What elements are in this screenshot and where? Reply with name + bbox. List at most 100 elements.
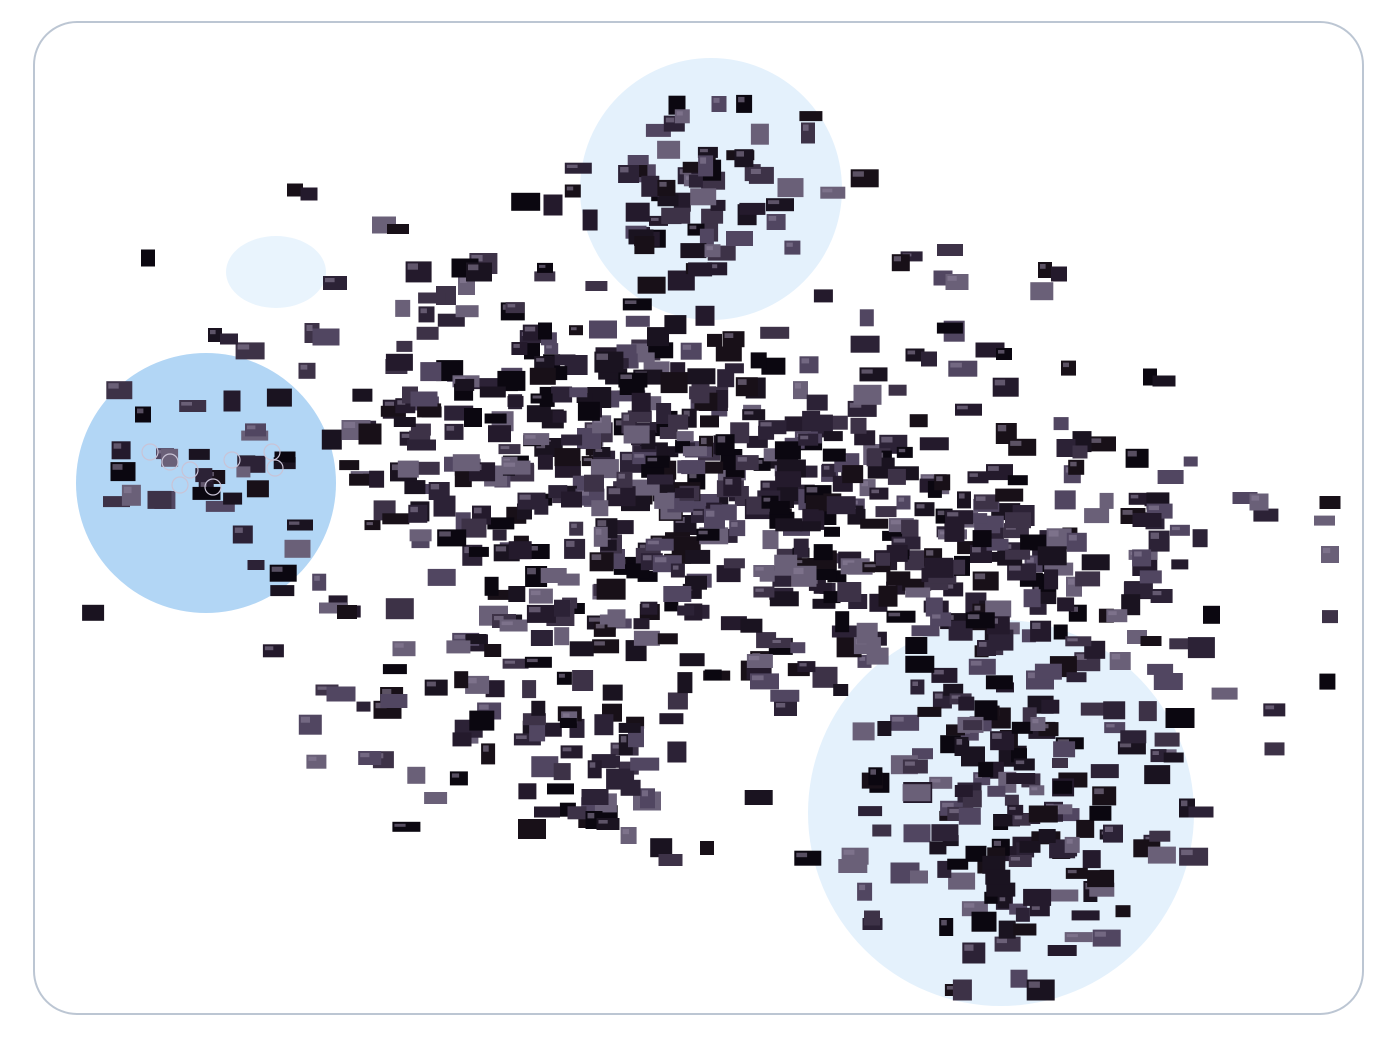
image-thumbnail[interactable] <box>617 390 646 402</box>
image-thumbnail[interactable] <box>382 664 407 675</box>
firework-thumbnail[interactable] <box>161 453 179 471</box>
image-thumbnail[interactable] <box>452 732 472 747</box>
image-thumbnail[interactable] <box>723 476 742 496</box>
image-thumbnail[interactable] <box>682 446 707 457</box>
image-thumbnail[interactable] <box>641 175 660 197</box>
image-thumbnail[interactable] <box>1090 764 1119 779</box>
image-thumbnail[interactable] <box>736 94 753 113</box>
image-thumbnail[interactable] <box>407 766 426 784</box>
image-thumbnail[interactable] <box>526 405 551 423</box>
image-thumbnail[interactable] <box>637 276 666 294</box>
image-thumbnail[interactable] <box>946 724 965 736</box>
image-thumbnail[interactable] <box>973 494 998 510</box>
image-thumbnail[interactable] <box>670 563 685 578</box>
image-thumbnail[interactable] <box>813 289 833 303</box>
image-thumbnail[interactable] <box>287 519 313 531</box>
image-thumbnail[interactable] <box>1071 910 1100 921</box>
image-thumbnail[interactable] <box>912 748 933 760</box>
image-thumbnail[interactable] <box>856 622 878 644</box>
image-thumbnail[interactable] <box>424 679 448 696</box>
image-thumbnail[interactable] <box>775 518 803 532</box>
firework-thumbnail[interactable] <box>204 478 222 496</box>
image-thumbnail[interactable] <box>1008 855 1032 867</box>
image-thumbnail[interactable] <box>1065 636 1092 647</box>
image-thumbnail[interactable] <box>407 439 436 451</box>
image-thumbnail[interactable] <box>967 471 989 484</box>
image-thumbnail[interactable] <box>111 441 131 460</box>
image-thumbnail[interactable] <box>691 382 710 404</box>
image-thumbnail[interactable] <box>850 417 867 434</box>
image-thumbnail[interactable] <box>958 696 975 711</box>
image-thumbnail[interactable] <box>1152 375 1176 387</box>
image-thumbnail[interactable] <box>841 847 869 865</box>
image-thumbnail[interactable] <box>820 186 846 199</box>
image-thumbnail[interactable] <box>622 298 652 311</box>
image-thumbnail[interactable] <box>625 202 650 222</box>
image-thumbnail[interactable] <box>428 482 450 500</box>
image-thumbnail[interactable] <box>1103 824 1123 843</box>
image-thumbnail[interactable] <box>774 441 801 460</box>
image-thumbnail[interactable] <box>664 315 687 335</box>
image-thumbnail[interactable] <box>505 302 525 314</box>
image-thumbnail[interactable] <box>824 526 840 537</box>
image-thumbnail[interactable] <box>1183 456 1198 467</box>
image-thumbnail[interactable] <box>537 454 553 470</box>
image-thumbnail[interactable] <box>649 215 668 226</box>
image-thumbnail[interactable] <box>1023 888 1052 906</box>
image-thumbnail[interactable] <box>633 618 650 630</box>
image-thumbnail[interactable] <box>654 492 675 509</box>
image-thumbnail[interactable] <box>103 496 130 508</box>
image-thumbnail[interactable] <box>620 827 637 844</box>
image-thumbnail[interactable] <box>698 155 714 177</box>
image-thumbnail[interactable] <box>530 630 553 646</box>
image-thumbnail[interactable] <box>488 425 511 443</box>
image-thumbnail[interactable] <box>753 586 775 598</box>
image-thumbnail[interactable] <box>618 372 648 388</box>
image-thumbnail[interactable] <box>1092 786 1117 806</box>
image-thumbnail[interactable] <box>517 492 546 510</box>
image-thumbnail[interactable] <box>704 669 722 681</box>
image-thumbnail[interactable] <box>775 471 802 488</box>
image-thumbnail[interactable] <box>1075 571 1101 587</box>
image-thumbnail[interactable] <box>677 672 693 694</box>
image-thumbnail[interactable] <box>522 713 546 726</box>
image-thumbnail[interactable] <box>910 679 925 695</box>
image-thumbnail[interactable] <box>1061 360 1076 376</box>
image-thumbnail[interactable] <box>987 785 1006 797</box>
image-thumbnail[interactable] <box>812 598 836 609</box>
image-thumbnail[interactable] <box>826 496 856 515</box>
image-thumbnail[interactable] <box>1322 610 1338 624</box>
image-thumbnail[interactable] <box>876 552 890 566</box>
image-thumbnail[interactable] <box>471 378 501 390</box>
image-thumbnail[interactable] <box>645 455 670 468</box>
image-thumbnail[interactable] <box>590 459 619 479</box>
image-thumbnail[interactable] <box>592 639 620 654</box>
image-thumbnail[interactable] <box>1008 438 1037 456</box>
image-thumbnail[interactable] <box>965 612 995 629</box>
image-thumbnail[interactable] <box>1046 528 1072 550</box>
image-thumbnail[interactable] <box>945 510 974 525</box>
firework-thumbnail[interactable] <box>223 451 241 469</box>
image-thumbnail[interactable] <box>1149 830 1171 842</box>
image-thumbnail[interactable] <box>850 335 880 353</box>
image-thumbnail[interactable] <box>1044 569 1059 590</box>
image-thumbnail[interactable] <box>631 392 651 412</box>
image-thumbnail[interactable] <box>911 625 940 637</box>
image-thumbnail[interactable] <box>875 506 897 518</box>
image-thumbnail[interactable] <box>833 684 849 696</box>
image-thumbnail[interactable] <box>1065 867 1088 879</box>
image-thumbnail[interactable] <box>591 500 609 517</box>
image-thumbnail[interactable] <box>990 731 1015 751</box>
image-thumbnail[interactable] <box>618 165 640 183</box>
image-thumbnail[interactable] <box>798 433 819 446</box>
image-thumbnail[interactable] <box>1010 969 1028 988</box>
image-thumbnail[interactable] <box>553 763 571 781</box>
image-thumbnail[interactable] <box>1169 638 1198 650</box>
image-thumbnail[interactable] <box>540 568 567 583</box>
image-thumbnail[interactable] <box>396 340 413 352</box>
image-thumbnail[interactable] <box>766 198 794 212</box>
image-thumbnail[interactable] <box>561 491 582 508</box>
image-thumbnail[interactable] <box>245 423 266 437</box>
image-thumbnail[interactable] <box>582 209 598 231</box>
image-thumbnail[interactable] <box>534 806 560 818</box>
